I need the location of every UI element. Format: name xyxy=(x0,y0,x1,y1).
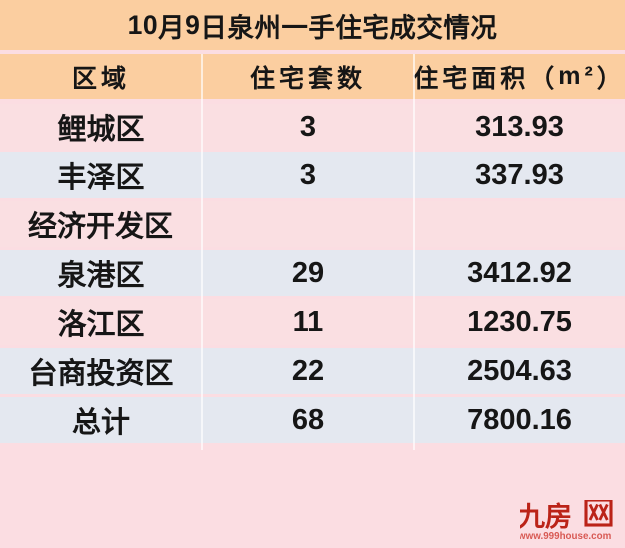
svg-text:www.999house.com: www.999house.com xyxy=(520,531,612,542)
svg-text:九房: 九房 xyxy=(520,502,572,532)
